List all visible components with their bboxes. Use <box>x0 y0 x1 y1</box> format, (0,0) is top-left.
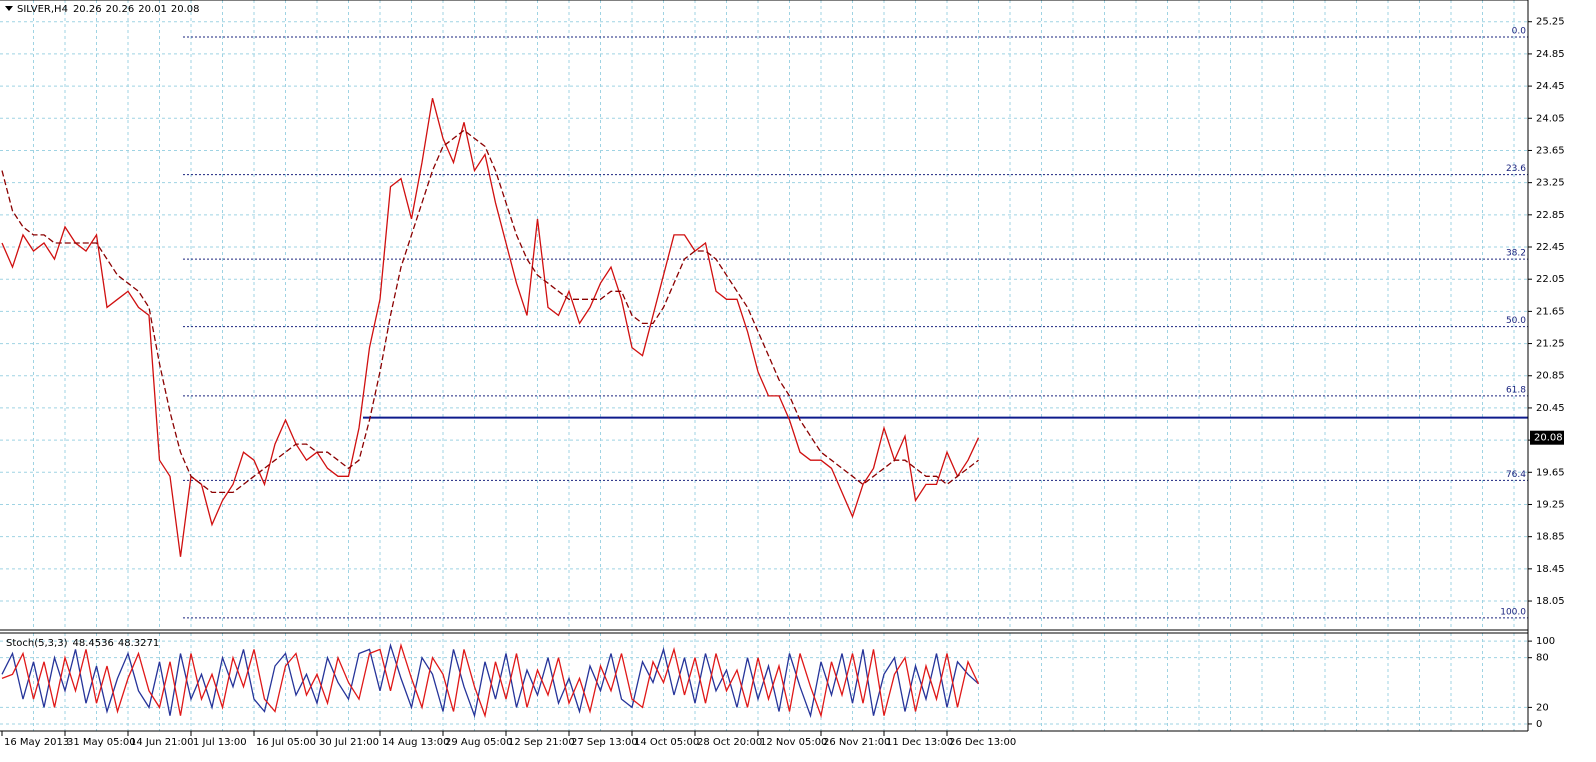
x-tick-label: 14 Oct 05:00 <box>634 737 699 748</box>
y-tick-label: 18.45 <box>1536 564 1565 575</box>
x-tick-label: 27 Sep 13:00 <box>571 737 638 748</box>
x-tick-label: 12 Nov 05:00 <box>760 737 827 748</box>
y-tick-label: 20 <box>1536 702 1549 713</box>
fib-label: 23.6 <box>1506 164 1526 174</box>
fib-label: 0.0 <box>1512 27 1527 37</box>
header-value: 20.26 <box>73 4 102 15</box>
x-tick-label: 14 Jun 21:00 <box>130 737 194 748</box>
header-value: 48.4536 <box>72 638 113 649</box>
indicator-title: Stoch(5,3,3) <box>6 638 68 649</box>
x-tick-label: 14 Aug 13:00 <box>382 737 449 748</box>
y-tick-label: 21.65 <box>1536 306 1565 317</box>
x-tick-label: 30 Jul 21:00 <box>319 737 379 748</box>
y-tick-label: 22.45 <box>1536 242 1565 253</box>
y-tick-label: 22.05 <box>1536 274 1565 285</box>
x-tick-label: 26 Dec 13:00 <box>949 737 1016 748</box>
y-tick-label: 20.85 <box>1536 371 1565 382</box>
series-line <box>1 129 979 494</box>
y-tick-label: 24.05 <box>1536 113 1565 124</box>
y-tick-label: 19.65 <box>1536 467 1565 478</box>
price-tag-label: 20.08 <box>1534 433 1563 444</box>
menu-icon[interactable] <box>5 6 13 11</box>
y-tick-label: 19.25 <box>1536 499 1565 510</box>
price-tag <box>1530 430 1564 445</box>
y-tick-label: 25.25 <box>1536 17 1565 28</box>
header-value: 20.01 <box>138 4 167 15</box>
y-tick-label: 23.65 <box>1536 145 1565 156</box>
y-tick-label: 21.25 <box>1536 339 1565 350</box>
x-tick-label: 12 Sep 21:00 <box>508 737 575 748</box>
fib-label: 76.4 <box>1506 470 1526 480</box>
y-tick-label: 22.85 <box>1536 210 1565 221</box>
x-tick-label: 26 Nov 21:00 <box>823 737 890 748</box>
y-tick-label: 20.45 <box>1536 403 1565 414</box>
x-tick-label: 28 Oct 20:00 <box>697 737 762 748</box>
fib-label: 38.2 <box>1506 249 1526 259</box>
x-tick-label: 16 Jul 05:00 <box>256 737 316 748</box>
y-tick-label: 23.25 <box>1536 178 1565 189</box>
indicator-title: SILVER,H4 <box>17 4 68 15</box>
series-line <box>1 98 980 557</box>
fib-label: 50.0 <box>1506 316 1526 326</box>
fib-label: 61.8 <box>1506 385 1526 395</box>
y-tick-label: 100 <box>1536 636 1555 647</box>
y-tick-label: 24.85 <box>1536 49 1565 60</box>
y-tick-label: 24.45 <box>1536 81 1565 92</box>
series-line <box>1 642 980 719</box>
series-line <box>1 642 979 719</box>
header-value: 20.08 <box>171 4 200 15</box>
y-tick-label: 18.85 <box>1536 532 1565 543</box>
x-tick-label: 29 Aug 05:00 <box>445 737 512 748</box>
x-tick-label: 31 May 05:00 <box>67 737 136 748</box>
x-tick-label: 1 Jul 13:00 <box>193 737 247 748</box>
header-value: 48.3271 <box>118 638 159 649</box>
y-tick-label: 18.05 <box>1536 596 1565 607</box>
fib-label: 100.0 <box>1500 607 1526 617</box>
x-tick-label: 11 Dec 13:00 <box>886 737 953 748</box>
header-value: 20.26 <box>106 4 135 15</box>
y-tick-label: 80 <box>1536 653 1549 664</box>
y-tick-label: 0 <box>1536 719 1542 730</box>
x-tick-label: 16 May 2013 <box>4 737 69 748</box>
